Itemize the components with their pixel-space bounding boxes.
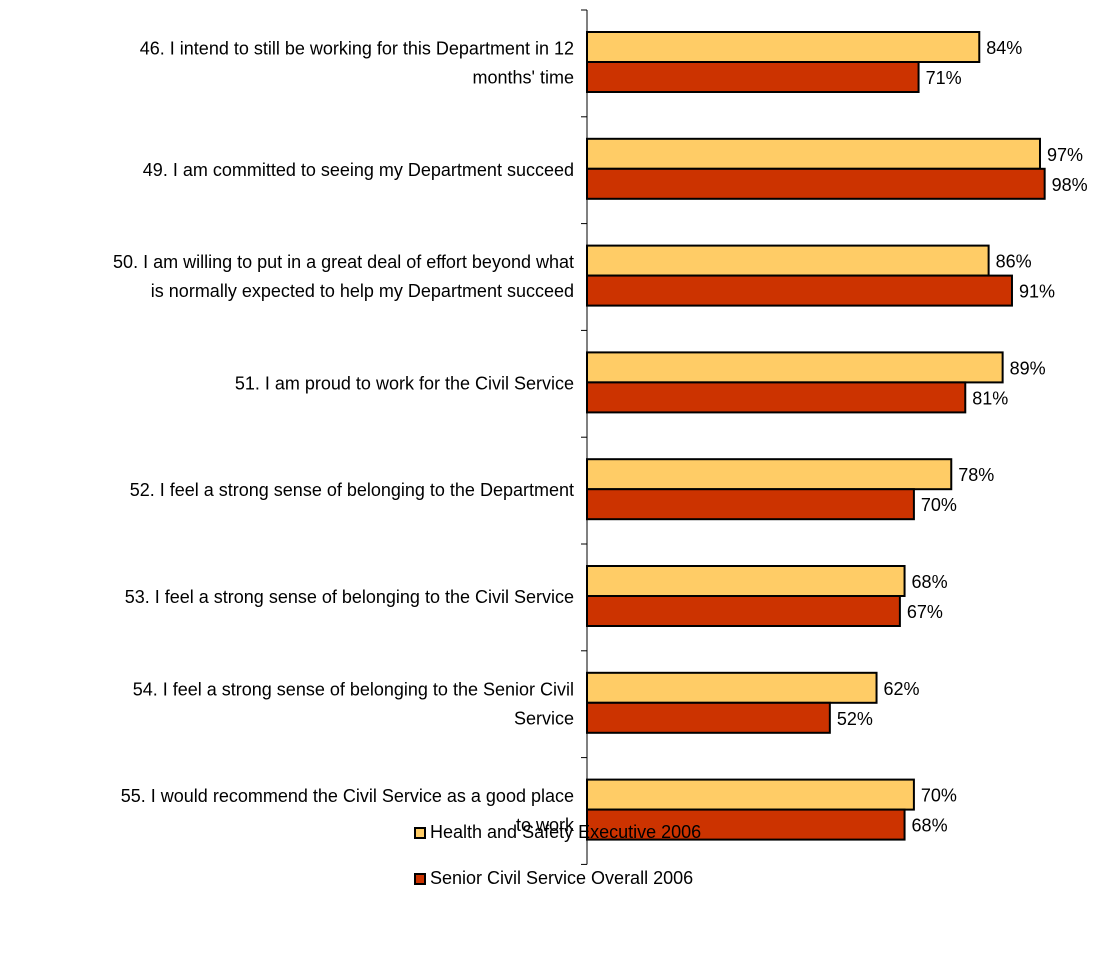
data-label-series-2: 70% [921, 495, 957, 515]
legend-label-series-2: Senior Civil Service Overall 2006 [430, 868, 694, 888]
data-label-series-2: 91% [1019, 282, 1055, 302]
bar-series-1 [586, 458, 953, 491]
bar-series-1 [586, 31, 981, 63]
bar-series-1 [586, 671, 878, 704]
category-label: 54. I feel a strong sense of belonging t… [133, 679, 574, 699]
data-label-series-2: 98% [1052, 175, 1088, 195]
category-label: 46. I intend to still be working for thi… [140, 39, 574, 59]
bar-series-1 [586, 778, 915, 811]
category-label: 49. I am committed to seeing my Departme… [143, 160, 574, 180]
legend-swatch-series-1 [414, 826, 426, 839]
value-labels: 84%71%97%98%86%91%89%81%78%70%68%67%62%5… [837, 38, 1088, 836]
bar-series-1 [586, 244, 990, 277]
category-label: to work [516, 815, 575, 835]
data-label-series-1: 97% [1047, 145, 1083, 165]
data-label-series-2: 71% [926, 68, 962, 88]
bar-series-2 [586, 167, 1046, 200]
bar-series-1 [586, 137, 1041, 170]
category-label: 51. I am proud to work for the Civil Ser… [235, 373, 574, 393]
legend-swatch-series-2 [414, 872, 426, 885]
bar-series-2 [586, 808, 906, 841]
legend-item-series-1: Health and Safety Executive 2006 [414, 822, 701, 843]
category-label: is normally expected to help my Departme… [151, 281, 574, 301]
bar-series-2 [586, 595, 901, 627]
data-label-series-1: 62% [884, 679, 920, 699]
bar-series-2 [586, 701, 831, 734]
data-label-series-1: 68% [912, 572, 948, 592]
bar-series-1 [586, 351, 1004, 384]
bar-series-2 [586, 274, 1013, 307]
data-label-series-1: 86% [996, 252, 1032, 272]
data-label-series-1: 70% [921, 786, 957, 806]
bar-series-2 [586, 61, 920, 93]
category-label: 53. I feel a strong sense of belonging t… [125, 587, 574, 607]
bar-series-1 [586, 565, 906, 597]
data-label-series-2: 52% [837, 709, 873, 729]
category-label: Service [514, 708, 574, 728]
legend-label-series-1: Health and Safety Executive 2006 [430, 822, 702, 842]
category-labels: 46. I intend to still be working for thi… [113, 39, 575, 836]
data-label-series-1: 78% [958, 465, 994, 485]
data-label-series-1: 84% [986, 38, 1022, 58]
legend-item-series-2: Senior Civil Service Overall 2006 [414, 868, 693, 889]
data-label-series-2: 81% [972, 388, 1008, 408]
category-label: 52. I feel a strong sense of belonging t… [130, 480, 574, 500]
data-label-series-2: 68% [912, 816, 948, 836]
category-label: 50. I am willing to put in a great deal … [113, 252, 574, 272]
data-label-series-2: 67% [907, 602, 943, 622]
category-label: 55. I would recommend the Civil Service … [121, 786, 574, 806]
bar-series-2 [586, 488, 915, 521]
data-label-series-1: 89% [1010, 358, 1046, 378]
category-label: months' time [473, 68, 574, 88]
bar-series-2 [586, 381, 967, 414]
bars [586, 31, 1046, 841]
